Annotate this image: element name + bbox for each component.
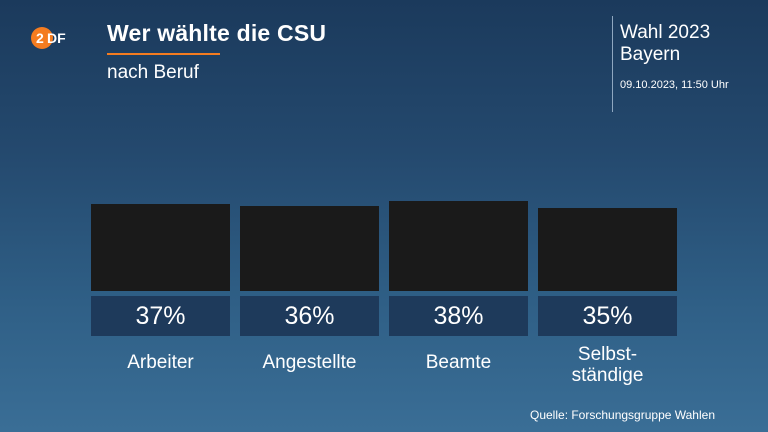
data-label: 38% [389,296,528,336]
category-label: Beamte [425,352,492,373]
event-label: Wahl 2023 Bayern [620,22,710,66]
zdf-logo: 2 DF [31,27,66,49]
svg-text:DF: DF [47,30,66,46]
event-line-1: Wahl 2023 [620,22,711,43]
event-line-2: Bayern [620,44,681,65]
svg-text:2: 2 [36,30,44,46]
category-label: Selbst- ständige [571,344,644,386]
chart-subtitle: nach Beruf [107,62,199,83]
data-label: 37% [91,296,230,336]
bar [240,206,379,291]
bar [389,201,528,291]
source-note: Quelle: Forschungsgruppe Wahlen [530,408,715,422]
data-label: 35% [538,296,677,336]
timestamp: 09.10.2023, 11:50 Uhr [620,79,729,91]
bar [91,203,230,291]
category-label: Angestellte [262,352,357,373]
data-label: 36% [240,296,379,336]
bar [538,208,677,291]
chart-title: Wer wählte die CSU [107,20,327,46]
header-divider [612,16,613,112]
title-underline [107,53,220,55]
category-label: Arbeiter [127,352,194,373]
